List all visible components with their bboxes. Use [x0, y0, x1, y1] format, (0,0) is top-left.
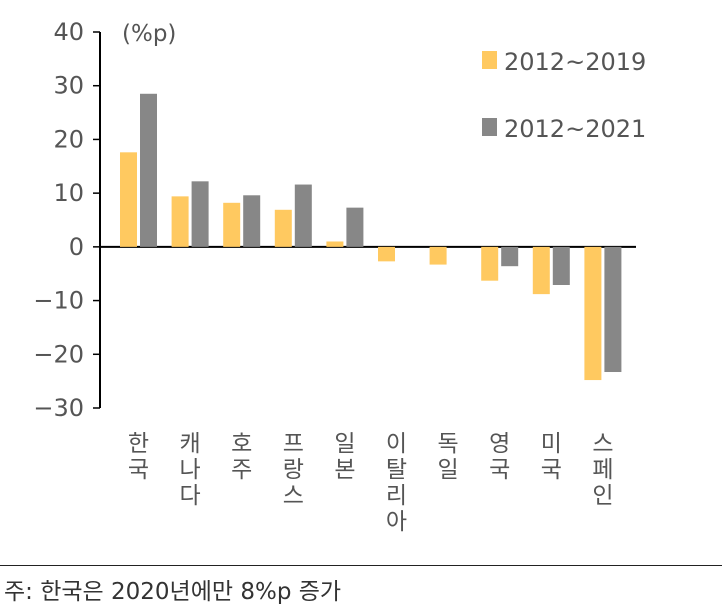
category-label: 아 [386, 509, 407, 535]
y-tick-label: 40 [53, 18, 84, 46]
category-label: 랑 [283, 457, 304, 483]
bars-layer [120, 93, 622, 381]
category-label: 스 [592, 431, 613, 457]
bar-series1 [326, 241, 344, 247]
legend-swatch [482, 118, 497, 136]
bar-series2 [294, 184, 312, 247]
y-tick-label: 30 [53, 72, 84, 100]
footnote: 주: 한국은 2020년에만 8%p 증가 [4, 579, 342, 605]
category-label: 인 [592, 483, 613, 509]
bar-series1 [120, 152, 137, 247]
bar-series1 [171, 196, 189, 247]
bar-series1 [481, 246, 499, 281]
y-axis-unit-label: (%p) [122, 21, 176, 47]
y-tick-label: 10 [53, 179, 84, 207]
y-tick-label: 0 [69, 233, 84, 261]
category-label: 캐 [180, 431, 201, 457]
category-label: 일 [334, 431, 355, 457]
bar-series2 [552, 246, 570, 285]
bar-chart: 403020100−10−20−30(%p)한국캐나다호주프랑스일본이탈리아독일… [33, 18, 646, 535]
category-label: 호 [231, 431, 252, 457]
y-tick-label: −10 [33, 287, 84, 315]
category-label: 탈 [386, 457, 407, 483]
category-label: 나 [180, 457, 201, 483]
category-label: 본 [334, 457, 355, 483]
bar-series2 [243, 195, 261, 247]
category-label: 주 [231, 457, 252, 483]
bar-series2 [346, 207, 364, 247]
category-label: 국 [128, 457, 149, 483]
bar-series1 [223, 202, 241, 247]
bar-series2 [140, 93, 157, 247]
bar-series1 [274, 209, 292, 247]
category-label: 영 [489, 431, 510, 457]
legend: 2012~2019 2012~2021 [482, 48, 646, 143]
category-label: 스 [283, 483, 304, 509]
legend-swatch [482, 51, 497, 69]
labels-layer: 403020100−10−20−30(%p)한국캐나다호주프랑스일본이탈리아독일… [33, 18, 613, 535]
category-label: 한 [128, 431, 149, 457]
category-label: 페 [592, 457, 613, 483]
category-label: 일 [438, 457, 459, 483]
category-label: 다 [180, 483, 201, 509]
legend-label: 2012~2019 [504, 48, 646, 76]
category-label: 리 [386, 483, 407, 509]
bar-series1 [584, 246, 602, 381]
footnote-divider [0, 565, 722, 566]
y-tick-label: 20 [53, 125, 84, 153]
y-tick-label: −20 [33, 340, 84, 368]
bar-series1 [378, 246, 395, 262]
bar-series2 [191, 181, 209, 247]
bar-series2 [604, 246, 622, 373]
category-label: 프 [283, 431, 304, 457]
category-label: 독 [438, 431, 459, 457]
category-label: 국 [541, 457, 562, 483]
y-tick-label: −30 [33, 394, 84, 422]
bar-series1 [429, 246, 447, 265]
legend-label: 2012~2021 [504, 115, 646, 143]
category-label: 이 [386, 431, 407, 457]
category-label: 미 [541, 431, 562, 457]
bar-series1 [532, 246, 550, 295]
category-label: 국 [489, 457, 510, 483]
bar-series2 [501, 246, 519, 267]
